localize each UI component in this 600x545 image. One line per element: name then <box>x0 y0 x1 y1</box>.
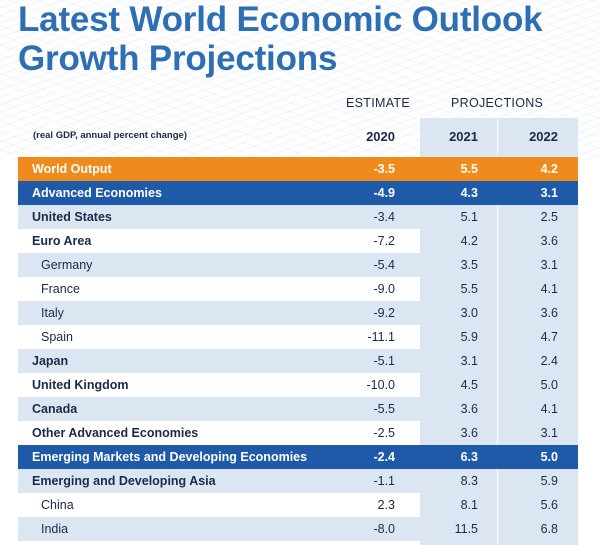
year-2020-header: 2020 <box>366 129 395 144</box>
value-2021: 5.9 <box>460 330 478 344</box>
row-label: China <box>41 498 74 512</box>
value-2020: -3.4 <box>373 210 395 224</box>
title-line-2: Growth Projections <box>18 39 338 78</box>
table-row: Canada -5.5 3.6 4.1 <box>18 397 578 421</box>
value-2021: 11.5 <box>454 522 478 536</box>
row-label: Italy <box>41 306 64 320</box>
table-row: Italy -9.2 3.0 3.6 <box>18 301 578 325</box>
value-2022: 3.1 <box>540 258 558 272</box>
value-2021: 8.1 <box>460 498 478 512</box>
row-label: World Output <box>32 162 112 176</box>
value-2022: 5.0 <box>540 450 558 464</box>
value-2021: 4.2 <box>460 234 478 248</box>
value-2020: -7.2 <box>373 234 395 248</box>
value-2021: 6.3 <box>460 450 478 464</box>
table-row: China 2.3 8.1 5.6 <box>18 493 578 517</box>
value-2021: 4.3 <box>460 186 478 200</box>
value-2020: -4.9 <box>373 186 395 200</box>
value-2022: 2.4 <box>540 354 558 368</box>
value-2020: -2.5 <box>373 426 395 440</box>
value-2021: 3.5 <box>460 258 478 272</box>
value-2020: -9.0 <box>373 282 395 296</box>
value-2020: -11.1 <box>367 330 395 344</box>
table-row: Emerging and Developing Asia -1.1 8.3 5.9 <box>18 469 578 493</box>
year-2021-header: 2021 <box>449 129 478 144</box>
row-label: Spain <box>41 330 73 344</box>
table-row: Other Advanced Economies -2.5 3.6 3.1 <box>18 421 578 445</box>
table-row: India -8.0 11.5 6.8 <box>18 517 578 541</box>
value-2021: 3.6 <box>460 402 478 416</box>
year-2022-header: 2022 <box>529 129 558 144</box>
value-2022: 4.2 <box>540 162 558 176</box>
value-2022: 3.6 <box>540 306 558 320</box>
value-2020: -2.4 <box>373 450 395 464</box>
value-2022: 5.0 <box>540 378 558 392</box>
table-row: Advanced Economies -4.9 4.3 3.1 <box>18 181 578 205</box>
row-label: United States <box>32 210 112 224</box>
table-row: Japan -5.1 3.1 2.4 <box>18 349 578 373</box>
value-2020: -10.0 <box>366 378 396 392</box>
projections-header: PROJECTIONS <box>451 96 544 110</box>
row-label: India <box>41 522 69 536</box>
row-label: Germany <box>41 258 93 272</box>
row-label: United Kingdom <box>32 378 129 392</box>
growth-table: World Output -3.5 5.5 4.2 Advanced Economies… <box>18 157 578 541</box>
value-2021: 5.5 <box>460 282 478 296</box>
value-2022: 4.1 <box>540 402 558 416</box>
value-2020: -5.5 <box>373 402 395 416</box>
table-row: Spain -11.1 5.9 4.7 <box>18 325 578 349</box>
value-2022: 4.1 <box>540 282 558 296</box>
estimate-header: ESTIMATE <box>346 96 410 110</box>
table-row: Euro Area -7.2 4.2 3.6 <box>18 229 578 253</box>
units-note: (real GDP, annual percent change) <box>33 130 187 141</box>
table-row: Emerging Markets and Developing Economie… <box>18 445 578 469</box>
title-line-1: Latest World Economic Outlook <box>18 0 543 39</box>
table-row: United States -3.4 5.1 2.5 <box>18 205 578 229</box>
value-2022: 6.8 <box>540 522 558 536</box>
value-2020: -8.0 <box>373 522 395 536</box>
table-row: World Output -3.5 5.5 4.2 <box>18 157 578 181</box>
value-2021: 3.6 <box>460 426 478 440</box>
value-2021: 3.1 <box>460 354 478 368</box>
value-2021: 8.3 <box>460 474 478 488</box>
value-2022: 4.7 <box>540 330 558 344</box>
row-label: Emerging Markets and Developing Economie… <box>32 450 308 464</box>
page-title: Latest World Economic Outlook Growth Pro… <box>18 0 543 78</box>
row-label: Japan <box>32 354 69 368</box>
row-label: Canada <box>32 402 78 416</box>
row-label: Other Advanced Economies <box>32 426 199 440</box>
row-label: Emerging and Developing Asia <box>32 474 216 488</box>
value-2020: -1.1 <box>373 474 395 488</box>
table-row: United Kingdom -10.0 4.5 5.0 <box>18 373 578 397</box>
value-2021: 4.5 <box>460 378 478 392</box>
value-2022: 3.6 <box>540 234 558 248</box>
value-2022: 3.1 <box>540 186 558 200</box>
row-label: France <box>41 282 80 296</box>
row-label: Euro Area <box>32 234 92 248</box>
table-row: Germany -5.4 3.5 3.1 <box>18 253 578 277</box>
value-2021: 5.1 <box>460 210 478 224</box>
value-2020: -9.2 <box>373 306 395 320</box>
value-2020: 2.3 <box>377 498 395 512</box>
value-2020: -5.1 <box>373 354 395 368</box>
value-2021: 3.0 <box>460 306 478 320</box>
value-2022: 3.1 <box>540 426 558 440</box>
value-2022: 5.9 <box>540 474 558 488</box>
value-2021: 5.5 <box>460 162 478 176</box>
value-2020: -3.5 <box>373 162 395 176</box>
value-2020: -5.4 <box>373 258 395 272</box>
value-2022: 2.5 <box>540 210 558 224</box>
row-label: Advanced Economies <box>32 186 162 200</box>
table-row: France -9.0 5.5 4.1 <box>18 277 578 301</box>
value-2022: 5.6 <box>540 498 558 512</box>
